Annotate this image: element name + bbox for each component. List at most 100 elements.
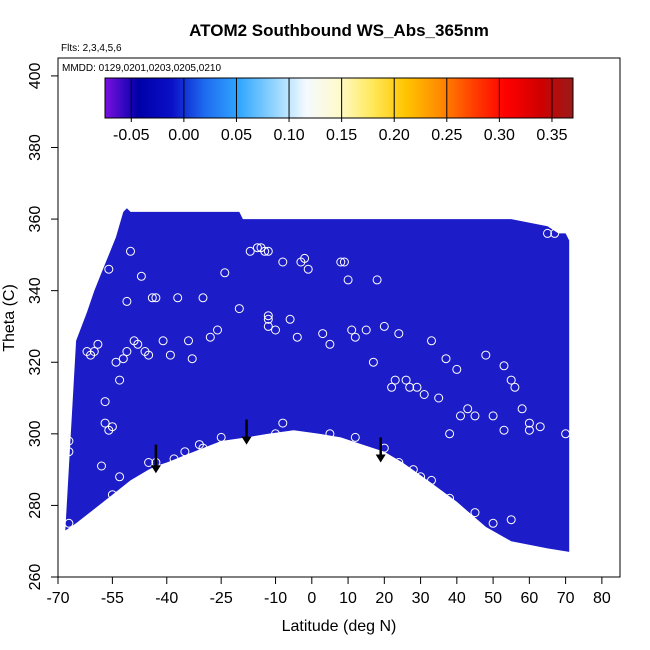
sample-point [100, 418, 110, 428]
sample-point [561, 429, 571, 439]
x-tick-label: -25 [210, 590, 233, 607]
colorbar-tick-label: 0.25 [431, 127, 462, 144]
sample-point [510, 382, 520, 392]
sample-point [122, 347, 132, 356]
sample-point [445, 493, 455, 503]
y-axis: 260 280 300 320 340 360 380 400 [27, 62, 58, 590]
sample-point [136, 271, 146, 281]
sample-point [100, 397, 110, 407]
sample-point [97, 461, 106, 471]
sample-point [220, 268, 230, 278]
sample-point [198, 293, 208, 303]
data-layer [64, 208, 571, 552]
x-tick-label: 0 [307, 590, 316, 607]
x-axis-label: Latitude (deg N) [282, 618, 397, 635]
sample-point [147, 293, 157, 303]
y-tick-label: 340 [27, 277, 44, 304]
sample-point [408, 465, 418, 475]
sample-point [234, 304, 244, 314]
y-tick-label: 380 [27, 134, 44, 161]
x-tick-label: 50 [484, 590, 502, 607]
sample-point [194, 440, 204, 450]
colorbar-tick-label: 0.00 [168, 127, 199, 144]
sample-point [524, 418, 534, 428]
sample-point [100, 239, 110, 249]
sample-point [499, 361, 509, 371]
sample-point [336, 257, 346, 267]
sample-point [499, 425, 509, 435]
sample-point [339, 257, 349, 267]
y-tick-label: 320 [27, 349, 44, 376]
sample-point [107, 422, 117, 432]
x-axis: -70 -55 -40 -25 -10 0 10 20 30 40 50 60 70 80 [46, 577, 611, 607]
x-tick-label: -55 [101, 590, 124, 607]
x-tick-label: -40 [155, 590, 178, 607]
cross-section-fill [65, 208, 570, 552]
colorbar-tick-label: 0.05 [221, 127, 252, 144]
sample-point [64, 518, 74, 528]
sample-point [405, 382, 415, 392]
sample-point [488, 411, 498, 421]
sample-point [133, 339, 143, 349]
sample-point [263, 314, 273, 324]
tropopause-arrow-head [241, 436, 252, 445]
y-tick-label: 300 [27, 420, 44, 447]
sample-point [64, 447, 74, 457]
flights-note: Flts: 2,3,4,5,6 [61, 43, 122, 54]
sample-point [278, 257, 288, 267]
sample-point [89, 347, 99, 356]
sample-point [401, 375, 411, 385]
sample-point [470, 508, 480, 518]
y-axis-label: Theta (C) [1, 284, 18, 352]
colorbar-tick-label: -0.05 [113, 127, 150, 144]
y-tick-label: 280 [27, 492, 44, 519]
sample-point [144, 458, 154, 467]
x-tick-label: 30 [412, 590, 430, 607]
sample-point [169, 454, 179, 464]
sample-point [361, 325, 371, 335]
sample-point [126, 246, 135, 256]
sample-point [292, 332, 302, 342]
sample-point [445, 429, 455, 439]
sample-point [481, 350, 491, 360]
colorbar-tick-label: 0.15 [326, 127, 357, 144]
tropopause-arrow-head [150, 465, 161, 474]
sample-point [205, 332, 215, 342]
sample-point [379, 321, 389, 331]
sample-point [550, 228, 560, 238]
sample-point [278, 418, 288, 428]
colorbar-tick-label: 0.30 [484, 127, 515, 144]
sample-point [456, 411, 465, 421]
sample-point [64, 436, 74, 446]
sample-point [441, 354, 451, 364]
sample-point [187, 354, 197, 364]
sample-point [252, 243, 262, 253]
sample-point [184, 336, 193, 346]
sample-point [263, 311, 273, 321]
sample-point [263, 246, 273, 256]
sample-point [245, 246, 255, 256]
sample-point [506, 515, 516, 525]
colorbar: -0.05 0.00 0.05 0.10 0.15 0.20 0.25 0.30 0.35 [104, 77, 574, 144]
sample-point [434, 393, 444, 403]
y-tick-label: 260 [27, 564, 44, 591]
sample-point [543, 228, 552, 238]
sample-point [122, 296, 132, 306]
tropopause-arrow-head [375, 454, 386, 463]
dates-note: MMDD: 0129,0201,0203,0205,0210 [62, 63, 221, 74]
x-tick-label: 40 [448, 590, 466, 607]
sample-point [180, 447, 190, 457]
x-tick-label: 20 [375, 590, 393, 607]
sample-point [387, 382, 397, 392]
sample-point [111, 497, 121, 507]
x-tick-label: 70 [557, 590, 575, 607]
x-tick-label: 80 [593, 590, 611, 607]
sample-point [263, 321, 273, 331]
sample-point [118, 354, 128, 364]
sample-point [213, 325, 222, 335]
sample-point [470, 411, 480, 421]
plot-frame [57, 57, 621, 578]
sample-point [104, 264, 114, 274]
colorbar-tick-label: 0.35 [536, 127, 567, 144]
